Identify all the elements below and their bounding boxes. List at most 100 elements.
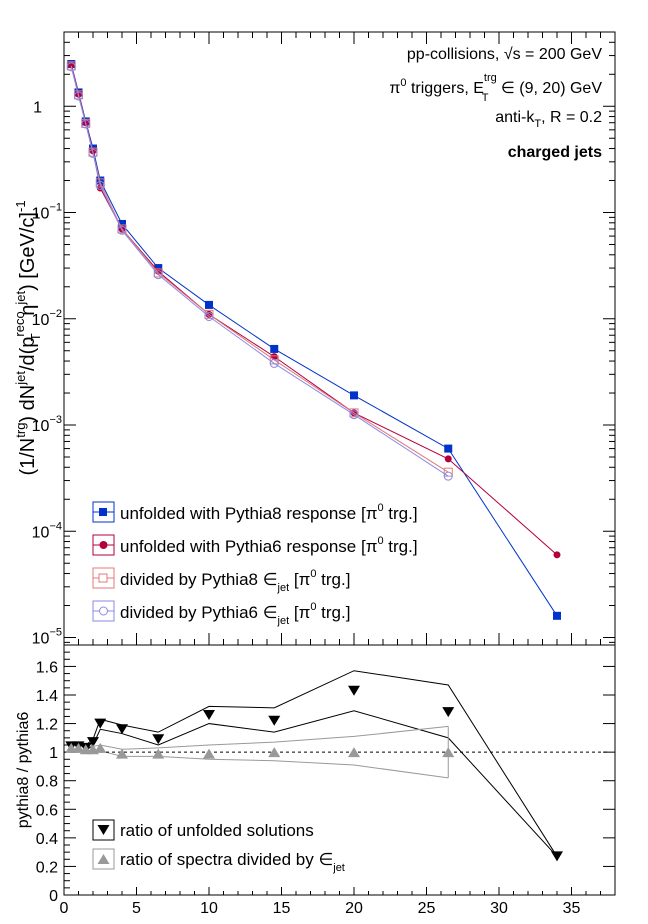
data-point-open-circle: [204, 312, 214, 322]
legend-box: [92, 600, 115, 622]
x-tick-label: 30: [490, 900, 508, 917]
ratio-data-point: [94, 742, 107, 753]
band-lower: [71, 750, 449, 779]
legend-entry-divided-ratio[interactable]: ratio of spectra divided by ∈jet: [92, 848, 345, 874]
ratio-y-axis-title: pythia8 / pythia6: [15, 712, 32, 829]
ratio-data-point: [72, 742, 85, 753]
data-point-square: [444, 444, 453, 453]
annotation-collisions: pp-collisions, √s = 200 GeV: [407, 46, 602, 63]
legend-entry-pythia6-unfolded[interactable]: unfolded with Pythia6 response [π0 trg.]: [92, 534, 418, 556]
y-tick-label: 1: [33, 99, 42, 116]
legend-label: ratio of spectra divided by ∈jet: [120, 850, 345, 874]
ratio-data-point: [152, 748, 165, 759]
legend-label: ratio of unfolded solutions: [120, 821, 314, 840]
annotation-jet-type: charged jets: [508, 144, 602, 161]
ratio-data-point: [203, 710, 215, 720]
legend-box: [92, 848, 115, 870]
data-point-square: [553, 611, 561, 620]
legend-label: unfolded with Pythia6 response [π0 trg.]: [120, 535, 418, 556]
data-point-open-circle: [88, 148, 98, 158]
ratio-data-point: [87, 737, 99, 748]
series-line: [70, 66, 449, 477]
legend-label: divided by Pythia6 ∈jet [π0 trg.]: [120, 601, 350, 627]
ratio-y-tick-label: 1.2: [36, 717, 58, 734]
data-point-circle: [553, 551, 561, 559]
bottom-legend: ratio of unfolded solutions ratio of spe…: [92, 819, 345, 874]
y-tick-label: 10−1: [32, 202, 62, 223]
series-line: [70, 63, 558, 617]
ratio-data-point: [268, 715, 281, 726]
ratio-series-triangle-up: [65, 742, 455, 759]
top-x-axis-ticks: [63, 32, 601, 645]
top-series-group: [66, 59, 561, 620]
data-point-square: [118, 219, 126, 228]
series-square-open: [66, 61, 453, 477]
data-point-open-circle: [349, 410, 359, 420]
x-tick-label: 20: [345, 900, 363, 917]
ratio-data-point: [94, 718, 107, 729]
top-y-axis: 10−5 10−4 10−3 10−2 10−1 1: [32, 31, 615, 648]
ratio-data-point: [116, 724, 128, 735]
x-tick-label: 0: [60, 900, 69, 917]
series-line: [70, 65, 449, 473]
legend-entry-pythia8-unfolded[interactable]: unfolded with Pythia8 response [π0 trg.]: [92, 501, 418, 523]
data-point-open-circle: [269, 358, 279, 368]
y-tick-label: 10−4: [32, 520, 62, 541]
data-point-open-square: [95, 178, 105, 188]
ratio-data-point: [268, 747, 281, 758]
legend-square-marker: [99, 508, 107, 516]
ratio-data-point: [203, 748, 215, 759]
legend-entry-pythia6-divided[interactable]: divided by Pythia6 ∈jet [π0 trg.]: [92, 600, 350, 627]
y-axis-title-text: (1/Ntrg) dNjet/d(precoT ηjet) [GeV/c]-1: [12, 200, 43, 475]
x-tick-label: 25: [418, 900, 436, 917]
ratio-y-tick-label: 1: [49, 745, 58, 762]
legend-entry-pythia8-divided[interactable]: divided by Pythia8 ∈jet [π0 trg.]: [92, 567, 350, 594]
legend-box: [92, 567, 115, 589]
series-square-filled: [67, 59, 561, 620]
legend-label: unfolded with Pythia8 response [π0 trg.]: [120, 502, 418, 523]
top-panel: 10−5 10−4 10−3 10−2 10−1 1 (1/Ntrg) dNjet/d(p…: [12, 31, 616, 648]
data-point-square: [350, 391, 358, 400]
ratio-y-tick-label: 1.6: [36, 659, 58, 676]
legend-entry-unfolded-ratio[interactable]: ratio of unfolded solutions: [92, 819, 314, 841]
legend-circle-marker: [99, 541, 108, 549]
legend-label: divided by Pythia8 ∈jet [π0 trg.]: [120, 568, 350, 594]
legend-triangle-up-marker: [97, 854, 110, 864]
legend-box: [92, 534, 115, 556]
annotation-algorithm: anti-kT, R = 0.2: [495, 109, 602, 130]
ratio-y-tick-label: 0: [49, 888, 58, 905]
data-point-circle: [444, 455, 452, 463]
ratio-data-point: [442, 707, 455, 718]
data-point-open-circle: [117, 225, 127, 235]
bottom-panel: 0 0.2 0.4 0.6 0.8 1 1.2 1.4 1.6 0 5 10 15 20 25 30 35 p…: [15, 644, 616, 917]
legend-open-square-marker: [98, 573, 108, 583]
bottom-y-axis: 0 0.2 0.4 0.6 0.8 1 1.2 1.4 1.6: [36, 651, 615, 905]
top-legend: unfolded with Pythia8 response [π0 trg.]…: [92, 501, 418, 627]
data-point-open-circle: [81, 119, 91, 129]
data-point-open-circle: [95, 180, 105, 190]
bottom-x-axis: 0 5 10 15 20 25 30 35: [60, 887, 601, 917]
data-point-square: [96, 176, 105, 185]
legend-triangle-down-marker: [97, 825, 110, 835]
annotation-block: pp-collisions, √s = 200 GeV π0 triggers,…: [389, 46, 602, 161]
legend-box: [92, 501, 115, 523]
ratio-data-point: [442, 747, 455, 758]
legend-open-circle-marker: [99, 606, 108, 616]
data-point-open-circle: [74, 91, 83, 101]
y-axis-title: (1/Ntrg) dNjet/d(precoT ηjet) [GeV/c]-1: [12, 200, 43, 475]
ratio-data-point: [152, 734, 165, 745]
ratio-data-point: [348, 747, 360, 758]
ratio-series-triangle-down: [65, 685, 563, 862]
series-circle-filled: [67, 61, 561, 559]
annotation-triggers: π0 triggers, Etrg T ∈ (9, 20) GeV: [389, 72, 602, 104]
data-point-open-circle: [66, 62, 76, 72]
ratio-y-tick-label: 1.4: [36, 688, 58, 705]
ratio-data-point: [551, 851, 563, 862]
ratio-y-tick-label: 0.2: [36, 859, 58, 876]
ratio-y-tick-label: 0.4: [36, 831, 58, 848]
ratio-y-tick-label: 0.6: [36, 802, 58, 819]
data-point-open-square: [204, 309, 214, 319]
legend-box: [92, 819, 115, 841]
x-tick-label: 15: [273, 900, 291, 917]
